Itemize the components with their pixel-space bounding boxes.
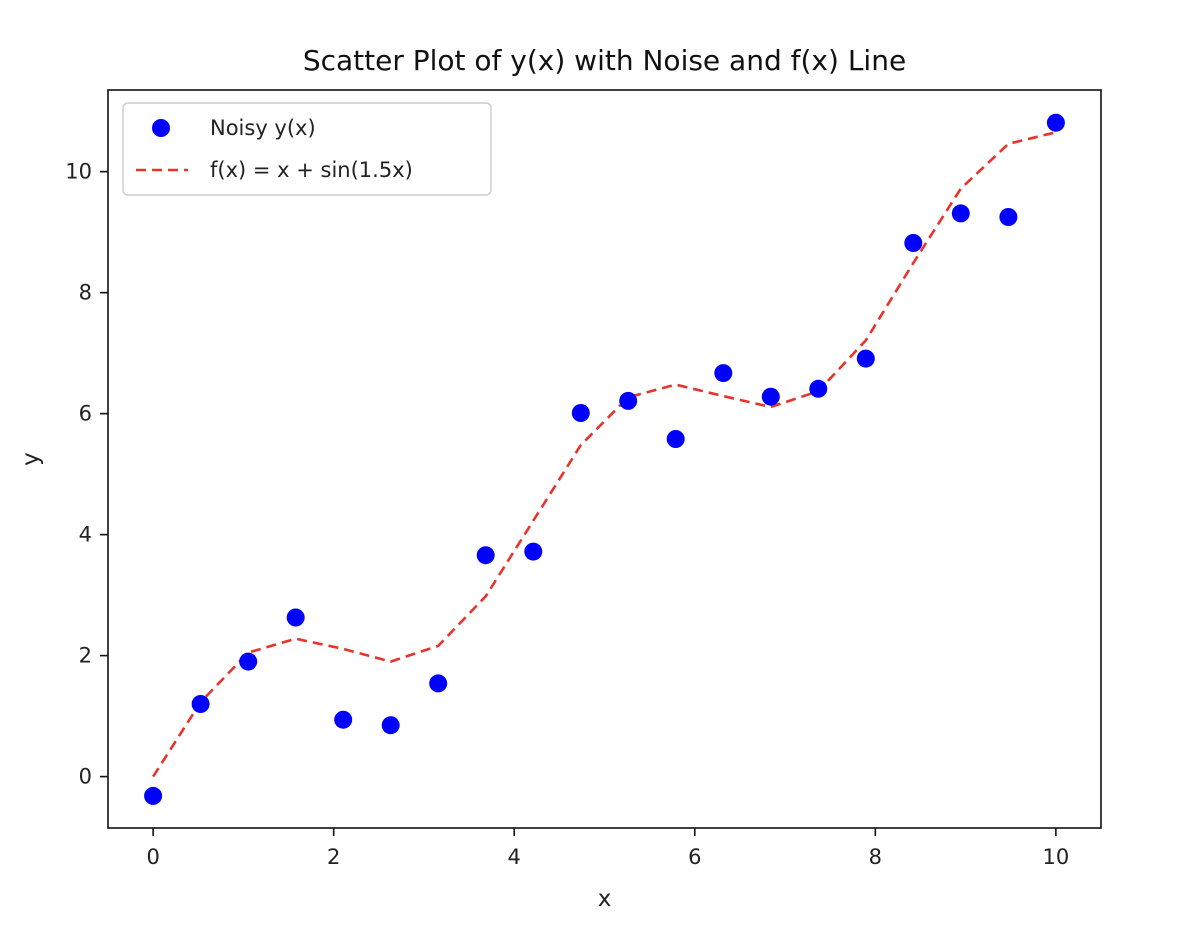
scatter-point bbox=[286, 608, 305, 627]
f-x-line-series bbox=[152, 131, 1057, 778]
plot-marks bbox=[144, 113, 1065, 805]
legend: Noisy y(x) f(x) = x + sin(1.5x) bbox=[122, 102, 492, 196]
scatter-point bbox=[904, 234, 923, 252]
scatter-point bbox=[476, 546, 495, 565]
x-tick-label: 10 bbox=[1042, 845, 1069, 869]
scatter-point bbox=[761, 387, 780, 406]
legend-scatter-marker bbox=[152, 119, 170, 137]
scatter-point bbox=[1046, 113, 1065, 132]
y-tick-label: 0 bbox=[79, 765, 92, 789]
scatter-point bbox=[191, 695, 210, 713]
x-axis-label: x bbox=[598, 886, 612, 912]
scatter-point bbox=[809, 379, 828, 398]
scatter-point bbox=[239, 652, 258, 671]
scatter-point bbox=[714, 364, 733, 383]
x-tick-label: 6 bbox=[688, 845, 701, 869]
scatter-point bbox=[619, 391, 638, 410]
x-tick-label: 8 bbox=[869, 845, 882, 869]
scatter-point bbox=[951, 204, 970, 223]
scatter-point bbox=[999, 208, 1018, 226]
x-tick-label: 0 bbox=[146, 845, 159, 869]
legend-entry-fx: f(x) = x + sin(1.5x) bbox=[210, 158, 413, 182]
x-axis: 0 2 4 6 8 10 bbox=[146, 828, 1069, 869]
y-axis: 0 2 4 6 8 10 bbox=[65, 160, 108, 789]
legend-box bbox=[122, 102, 492, 196]
scatter-point bbox=[524, 542, 543, 561]
x-tick-label: 4 bbox=[508, 845, 521, 869]
scatter-point bbox=[381, 716, 400, 735]
y-axis-label: y bbox=[18, 452, 44, 466]
scatter-point bbox=[666, 430, 685, 448]
y-tick-label: 4 bbox=[79, 523, 92, 547]
y-tick-label: 8 bbox=[79, 281, 92, 305]
scatter-point bbox=[334, 710, 353, 729]
y-tick-label: 10 bbox=[65, 160, 92, 184]
x-tick-label: 2 bbox=[327, 845, 340, 869]
y-tick-label: 2 bbox=[79, 644, 92, 668]
scatter-point bbox=[571, 404, 590, 422]
scatter-point bbox=[144, 786, 163, 805]
chart-title: Scatter Plot of y(x) with Noise and f(x)… bbox=[303, 44, 906, 77]
y-tick-label: 6 bbox=[79, 402, 92, 426]
scatter-point bbox=[429, 674, 448, 693]
legend-entry-noisy: Noisy y(x) bbox=[210, 116, 316, 140]
scatter-point bbox=[856, 349, 875, 368]
plot-frame bbox=[107, 89, 1102, 829]
